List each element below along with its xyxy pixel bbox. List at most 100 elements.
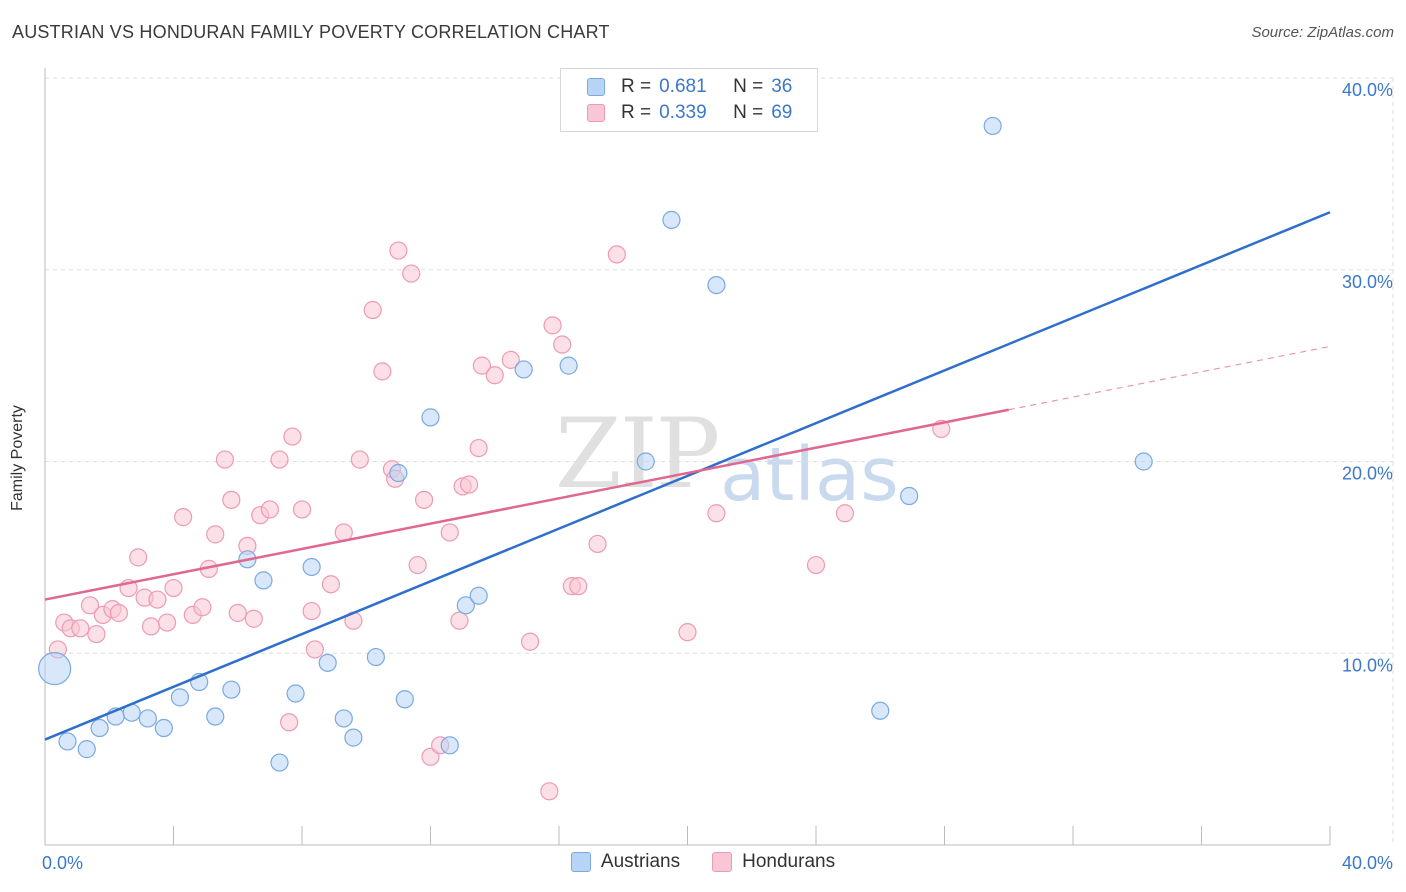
- n-label: N =: [733, 76, 764, 97]
- honduran-point: [543, 316, 562, 335]
- honduran-point: [569, 577, 588, 596]
- honduran-point: [80, 596, 100, 615]
- honduran-point: [283, 427, 302, 446]
- austrian-point: [154, 718, 173, 738]
- honduran-point: [174, 508, 193, 527]
- austrian-point: [559, 356, 578, 375]
- austrian-point: [456, 596, 475, 615]
- austrians-legend-swatch: [570, 852, 591, 872]
- honduran-point: [302, 601, 321, 621]
- n-value-austrians: 36: [771, 76, 793, 97]
- r-value-hondurans: 0.339: [659, 102, 707, 123]
- series-legend: Austrians Hondurans: [0, 851, 1406, 873]
- honduran-point: [607, 245, 626, 264]
- austrian-point: [334, 709, 353, 728]
- legend-label-austrians: Austrians: [600, 851, 681, 872]
- austrian-point: [38, 651, 72, 686]
- honduran-point: [157, 613, 177, 632]
- y-tick-label: 10.0%: [1342, 655, 1393, 675]
- legend-label-hondurans: Hondurans: [742, 851, 836, 872]
- austrian-point: [270, 753, 289, 772]
- watermark-zip: ZIP: [555, 398, 720, 510]
- austrian-point: [662, 210, 681, 229]
- legend-item-austrians: Austrians: [570, 851, 681, 873]
- honduran-point: [835, 504, 855, 523]
- legend-row-hondurans: R = 0.339 N = 69: [587, 101, 792, 125]
- legend-row-austrians: R = 0.681 N = 36: [587, 75, 792, 99]
- honduran-point: [540, 782, 559, 801]
- austrian-point: [1134, 452, 1153, 471]
- honduran-point: [450, 611, 469, 630]
- honduran-point: [363, 300, 382, 320]
- austrian-point: [636, 452, 655, 471]
- austrian-point: [138, 709, 157, 728]
- honduran-point: [228, 603, 247, 623]
- austrian-point: [900, 486, 919, 506]
- austrian-point: [707, 275, 726, 295]
- austrian-point: [206, 707, 225, 726]
- honduran-point: [373, 362, 392, 381]
- austrian-point: [871, 701, 890, 720]
- honduran-point: [588, 534, 607, 554]
- honduran-point: [485, 366, 504, 385]
- hondurans-swatch: [587, 104, 605, 122]
- austrian-point: [366, 647, 385, 667]
- x-tick-label: 40.0%: [1342, 853, 1393, 873]
- honduran-point: [292, 500, 312, 519]
- honduran-point: [148, 590, 167, 609]
- hondurans-legend-swatch: [712, 852, 733, 872]
- r-label: R =: [621, 76, 652, 97]
- honduran-point: [501, 350, 520, 369]
- hondurans-trend-extension: [1008, 345, 1331, 411]
- austrian-point: [222, 680, 241, 699]
- austrian-point: [302, 557, 321, 577]
- honduran-point: [806, 555, 826, 575]
- honduran-point: [193, 598, 212, 617]
- honduran-point: [350, 450, 369, 469]
- honduran-point: [459, 475, 479, 494]
- y-tick-label: 30.0%: [1342, 272, 1393, 292]
- austrian-point: [90, 718, 109, 738]
- austrian-point: [514, 360, 533, 379]
- honduran-point: [141, 617, 161, 636]
- austrian-point: [58, 732, 77, 751]
- hondurans-trend-line: [44, 408, 1009, 601]
- honduran-point: [678, 623, 697, 642]
- austrian-point: [170, 688, 190, 707]
- honduran-point: [520, 632, 540, 651]
- honduran-point: [222, 490, 241, 509]
- honduran-point: [206, 525, 225, 544]
- austrian-point: [983, 116, 1002, 136]
- n-label: N =: [733, 102, 764, 123]
- honduran-point: [109, 603, 128, 623]
- austrian-point: [254, 571, 273, 590]
- austrian-point: [389, 463, 408, 483]
- honduran-point: [389, 241, 408, 260]
- honduran-point: [414, 490, 434, 509]
- y-tick-label: 20.0%: [1342, 464, 1393, 484]
- legend-item-hondurans: Hondurans: [712, 851, 835, 873]
- austrian-point: [395, 690, 414, 709]
- watermark-atlas: atlas: [720, 432, 899, 518]
- austrian-point: [77, 740, 96, 759]
- honduran-point: [440, 523, 459, 542]
- austrian-point: [286, 684, 305, 703]
- honduran-point: [164, 578, 183, 598]
- honduran-point: [408, 555, 427, 575]
- y-tick-label: 40.0%: [1342, 80, 1393, 100]
- honduran-point: [260, 500, 279, 519]
- honduran-point: [280, 713, 299, 732]
- honduran-point: [87, 624, 106, 644]
- honduran-point: [270, 450, 289, 469]
- honduran-point: [707, 504, 726, 523]
- r-value-austrians: 0.681: [659, 76, 707, 97]
- honduran-point: [129, 548, 148, 567]
- austrian-point: [318, 653, 337, 672]
- honduran-point: [305, 640, 324, 659]
- source-note: Source: ZipAtlas.com: [1251, 24, 1394, 41]
- austrian-point: [421, 408, 440, 427]
- honduran-point: [215, 450, 234, 469]
- honduran-point: [472, 356, 491, 375]
- austrians-swatch: [587, 78, 605, 96]
